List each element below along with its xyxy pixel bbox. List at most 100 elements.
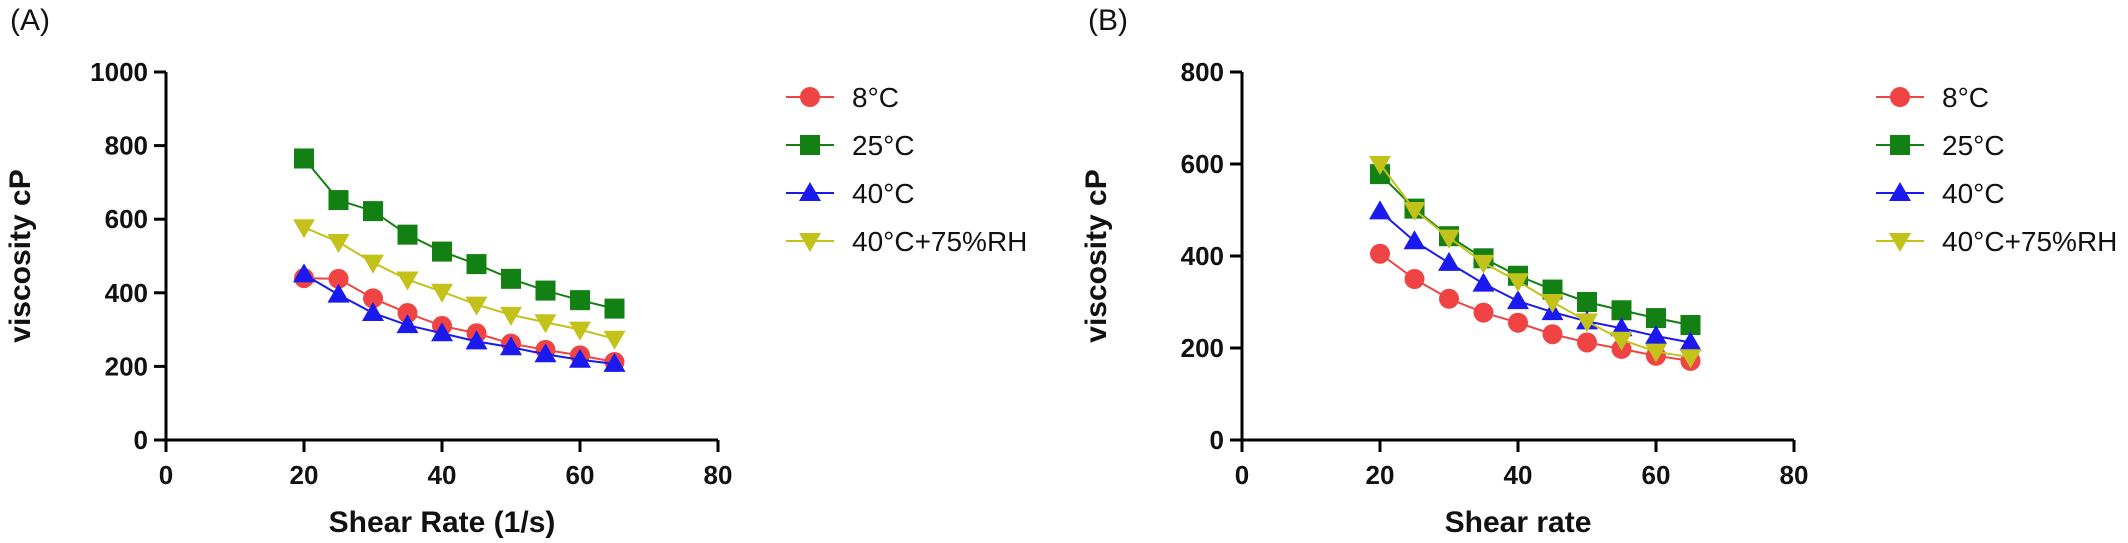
legend-label-1: 25°C — [852, 130, 915, 161]
x-axis-title: Shear Rate (1/s) — [329, 506, 556, 539]
legend-label-3: 40°C+75%RH — [1942, 226, 2117, 257]
data-point-0-3 — [397, 303, 418, 324]
legend-marker-3 — [799, 233, 821, 252]
data-point-3-5 — [1541, 294, 1564, 313]
data-point-2-9 — [1679, 331, 1702, 351]
series-line-3 — [303, 226, 615, 340]
x-tick-label: 80 — [704, 460, 733, 490]
x-tick-label: 0 — [159, 460, 173, 490]
data-point-2-4 — [431, 322, 453, 342]
data-point-3-2 — [362, 254, 384, 274]
data-point-2-2 — [1438, 251, 1460, 271]
panel-label-b: (B) — [1088, 4, 1128, 37]
data-point-0-4 — [1508, 312, 1528, 333]
y-tick-label: 200 — [1181, 333, 1224, 363]
data-point-1-5 — [466, 254, 487, 275]
x-tick-label: 40 — [1504, 460, 1533, 490]
x-tick-label: 40 — [428, 460, 457, 490]
x-tick-label: 20 — [1366, 460, 1395, 490]
data-point-1-9 — [604, 298, 625, 319]
y-tick-label: 400 — [105, 278, 148, 308]
legend-label-3: 40°C+75%RH — [852, 226, 1027, 257]
data-point-0-2 — [1439, 288, 1459, 309]
data-point-2-9 — [603, 352, 626, 372]
data-point-3-3 — [396, 271, 419, 291]
data-point-3-4 — [1507, 273, 1529, 293]
data-point-1-0 — [294, 148, 314, 169]
data-point-3-9 — [603, 330, 626, 350]
x-axis-title: Shear rate — [1445, 506, 1592, 539]
data-point-1-7 — [535, 280, 556, 301]
data-point-3-8 — [569, 321, 591, 341]
y-tick-label: 600 — [105, 204, 148, 234]
data-point-3-3 — [1472, 254, 1495, 274]
x-tick-label: 0 — [1235, 460, 1249, 490]
data-point-2-4 — [1507, 290, 1529, 310]
series-line-2 — [303, 273, 615, 365]
y-axis-title: viscosity cP — [4, 169, 37, 342]
data-point-3-5 — [465, 296, 488, 316]
data-point-1-6 — [1577, 292, 1597, 312]
y-tick-label: 1000 — [90, 57, 148, 87]
data-point-3-0 — [293, 219, 315, 239]
y-tick-label: 600 — [1181, 149, 1224, 179]
legend-marker-3 — [1889, 233, 1911, 252]
series-line-3 — [1379, 163, 1691, 359]
data-point-0-0 — [1370, 243, 1390, 264]
data-point-3-7 — [534, 314, 557, 334]
data-point-0-3 — [1473, 302, 1494, 323]
data-point-1-7 — [1611, 300, 1632, 321]
data-point-1-1 — [328, 190, 349, 211]
legend-marker-2 — [1889, 182, 1911, 201]
data-point-3-1 — [1403, 202, 1426, 221]
legend-label-1: 25°C — [1942, 130, 2005, 161]
data-point-2-3 — [396, 314, 419, 334]
data-point-1-4 — [432, 241, 452, 262]
legend-label-2: 40°C — [1942, 178, 2005, 209]
y-tick-label: 0 — [134, 425, 148, 455]
data-point-2-1 — [327, 283, 350, 303]
y-tick-label: 200 — [105, 351, 148, 381]
data-point-3-1 — [327, 234, 350, 254]
data-point-2-7 — [534, 343, 557, 363]
x-tick-label: 60 — [566, 460, 595, 490]
data-point-0-1 — [1404, 269, 1425, 289]
data-point-1-2 — [363, 201, 383, 222]
data-point-2-3 — [1472, 272, 1495, 292]
data-point-1-9 — [1680, 315, 1701, 335]
y-tick-label: 800 — [1181, 57, 1224, 87]
data-point-2-1 — [1403, 230, 1426, 250]
data-point-0-5 — [1542, 324, 1563, 345]
legend-marker-1 — [1890, 135, 1910, 155]
data-point-0-2 — [363, 288, 383, 309]
legend-label-0: 8°C — [1942, 82, 1989, 113]
data-point-2-2 — [362, 302, 384, 322]
y-tick-label: 0 — [1210, 425, 1224, 455]
data-point-0-6 — [1577, 332, 1597, 353]
data-point-3-6 — [500, 306, 522, 326]
data-point-3-6 — [1576, 313, 1598, 333]
chart-panel-a: (A) 0 200 400 600 800 1000 0 20 40 60 80 Shear Rate… — [4, 4, 1027, 539]
data-point-0-1 — [328, 268, 349, 289]
data-point-1-8 — [570, 290, 590, 311]
data-point-2-0 — [293, 263, 315, 283]
legend-marker-0 — [1890, 87, 1910, 107]
series-line-0 — [1379, 252, 1691, 362]
data-point-1-6 — [501, 268, 521, 289]
x-tick-label: 20 — [290, 460, 319, 490]
data-point-3-9 — [1679, 349, 1702, 369]
y-tick-label: 800 — [105, 131, 148, 161]
data-point-2-5 — [465, 330, 488, 350]
data-point-3-8 — [1645, 343, 1667, 363]
data-point-1-3 — [397, 224, 418, 245]
chart-b-svg: 0 200 400 600 800 0 20 40 60 80 Shear rate viscosit… — [1080, 57, 2117, 539]
data-point-3-4 — [431, 283, 453, 303]
panel-label-a: (A) — [10, 4, 50, 37]
data-point-1-8 — [1646, 308, 1666, 329]
legend-marker-2 — [799, 182, 821, 201]
data-point-3-2 — [1438, 229, 1460, 249]
chart-panel-b: (B) 0 200 400 600 800 0 20 40 60 80 Shear rate visc… — [1064, 0, 2128, 543]
data-point-2-8 — [1645, 325, 1667, 345]
chart-a-svg: 0 200 400 600 800 1000 0 20 40 60 80 Shear Rate (1/… — [4, 57, 1027, 539]
series-line-2 — [1379, 210, 1691, 344]
